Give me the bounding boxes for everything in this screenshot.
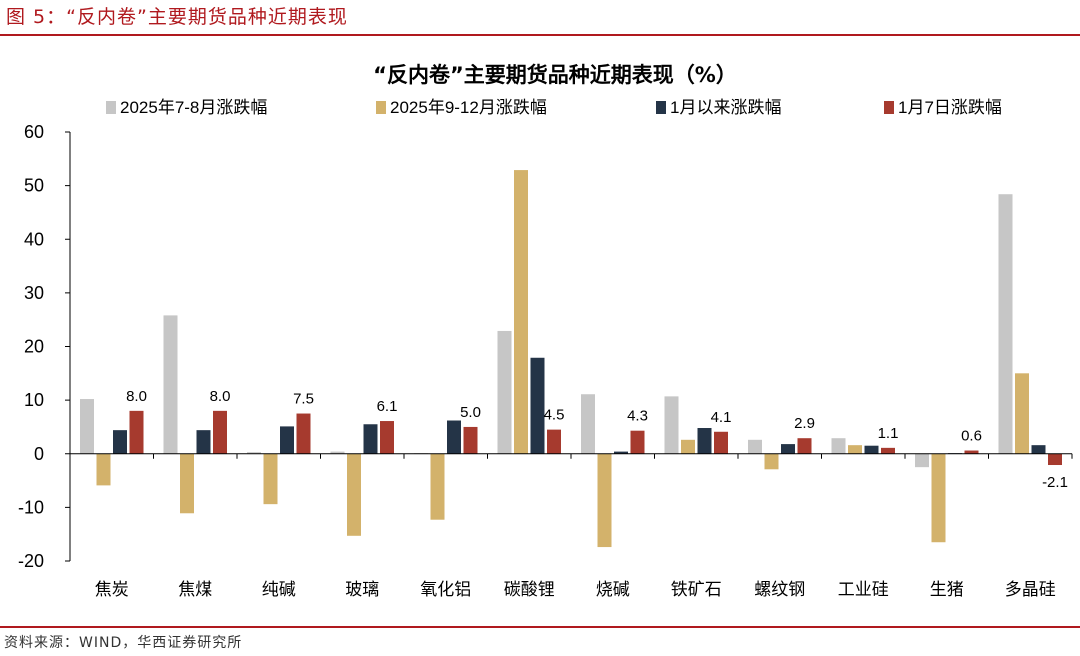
bar [129, 410, 144, 454]
bar [764, 453, 779, 470]
legend-swatch [656, 101, 666, 114]
bar [998, 194, 1013, 454]
bar [1048, 453, 1062, 466]
category-label: 工业硅 [838, 580, 889, 600]
bar [330, 451, 345, 454]
data-label: 6.1 [377, 398, 398, 415]
data-label: 8.0 [210, 388, 231, 405]
category-label: 纯碱 [262, 580, 296, 600]
category-label: 焦煤 [178, 580, 212, 600]
bar [280, 426, 294, 454]
bar [1031, 445, 1046, 454]
bar [881, 447, 895, 454]
bar [748, 439, 762, 454]
y-tick-label: 10 [24, 390, 44, 410]
bar [196, 430, 211, 454]
y-tick-label: 50 [24, 176, 44, 196]
bar [347, 453, 361, 536]
bar [581, 394, 595, 454]
bar [447, 420, 461, 454]
bar [714, 431, 728, 454]
data-label: -2.1 [1042, 474, 1068, 491]
bar [831, 438, 846, 454]
data-labels: 8.0 8.0 7.5 6.1 5.0 4.5 4.3 4.1 2.9 1.1 0.6 -2.1 [126, 388, 1068, 491]
data-label: 7.5 [293, 391, 314, 408]
data-label: 8.0 [126, 388, 147, 405]
y-tick-label: 30 [24, 283, 44, 303]
y-tick-label: -20 [18, 551, 44, 571]
bar [848, 445, 862, 454]
legend-swatch [106, 101, 116, 114]
bar [681, 439, 695, 454]
bar [697, 428, 712, 454]
bar [931, 453, 946, 543]
figure-caption: 图 5：“反内卷”主要期货品种近期表现 [6, 6, 348, 28]
y-tick-label: 60 [24, 122, 44, 142]
data-label: 4.5 [544, 407, 565, 424]
bar [180, 453, 194, 514]
bar [363, 424, 378, 454]
bar-chart: “反内卷”主要期货品种近期表现（%） 2025年7-8月涨跌幅 2025年9-12… [18, 63, 1073, 600]
source-note: 资料来源：WIND，华西证券研究所 [4, 635, 243, 651]
bar [514, 170, 528, 454]
data-label: 0.6 [961, 428, 982, 445]
y-tick-label: 0 [34, 444, 44, 464]
bar [614, 451, 628, 454]
bar [163, 315, 178, 454]
category-label: 生猪 [930, 580, 964, 600]
legend-label: 1月7日涨跌幅 [898, 98, 1002, 117]
y-axis: -20 -10 0 10 20 30 40 50 60 [18, 122, 71, 571]
legend-swatch [376, 101, 386, 114]
bar [530, 357, 545, 454]
bar [263, 453, 278, 505]
bar [630, 430, 645, 454]
bar [80, 399, 94, 454]
bar [296, 413, 311, 454]
y-tick-label: 40 [24, 229, 44, 249]
legend-swatch [884, 101, 894, 114]
legend-label: 1月以来涨跌幅 [670, 98, 781, 117]
category-label: 多晶硅 [1005, 580, 1056, 600]
category-label: 碳酸锂 [504, 580, 555, 600]
bar [96, 453, 111, 486]
footer-rule [0, 626, 1080, 628]
y-tick-label: 20 [24, 337, 44, 357]
legend: 2025年7-8月涨跌幅 2025年9-12月涨跌幅 1月以来涨跌幅 1月7日涨跌幅 [106, 98, 1002, 117]
data-label: 2.9 [794, 415, 815, 432]
bar [463, 426, 478, 454]
bar [380, 421, 394, 454]
bar [964, 450, 979, 454]
x-axis: 焦炭 焦煤 纯碱 玻璃 氧化铝 碳酸锂 烧碱 铁矿石 螺纹钢 工业硅 生猪 多晶硅 [69, 453, 1073, 600]
category-label: 螺纹钢 [754, 580, 805, 600]
legend-label: 2025年7-8月涨跌幅 [120, 98, 267, 117]
bar [797, 438, 812, 454]
bar [213, 410, 227, 454]
caption-rule [0, 34, 1080, 36]
bar [781, 444, 795, 454]
legend-label: 2025年9-12月涨跌幅 [390, 98, 547, 117]
category-label: 氧化铝 [420, 580, 471, 600]
category-label: 铁矿石 [671, 580, 722, 600]
bar [915, 453, 929, 468]
y-tick-label: -10 [18, 497, 44, 517]
data-label: 5.0 [460, 404, 481, 421]
category-label: 玻璃 [345, 580, 379, 600]
bar [430, 453, 445, 520]
data-label: 1.1 [878, 425, 899, 442]
bar [547, 429, 561, 454]
category-label: 烧碱 [596, 580, 630, 600]
bars [80, 170, 1062, 548]
bar [597, 453, 612, 548]
bar [497, 330, 512, 454]
bar [664, 396, 679, 454]
chart-title: “反内卷”主要期货品种近期表现（%） [373, 63, 737, 87]
data-label: 4.3 [627, 408, 648, 425]
category-label: 焦炭 [95, 580, 129, 600]
bar [113, 430, 127, 454]
bar [1015, 373, 1029, 454]
bar [247, 452, 261, 454]
data-label: 4.1 [711, 409, 732, 426]
bar [864, 445, 879, 454]
